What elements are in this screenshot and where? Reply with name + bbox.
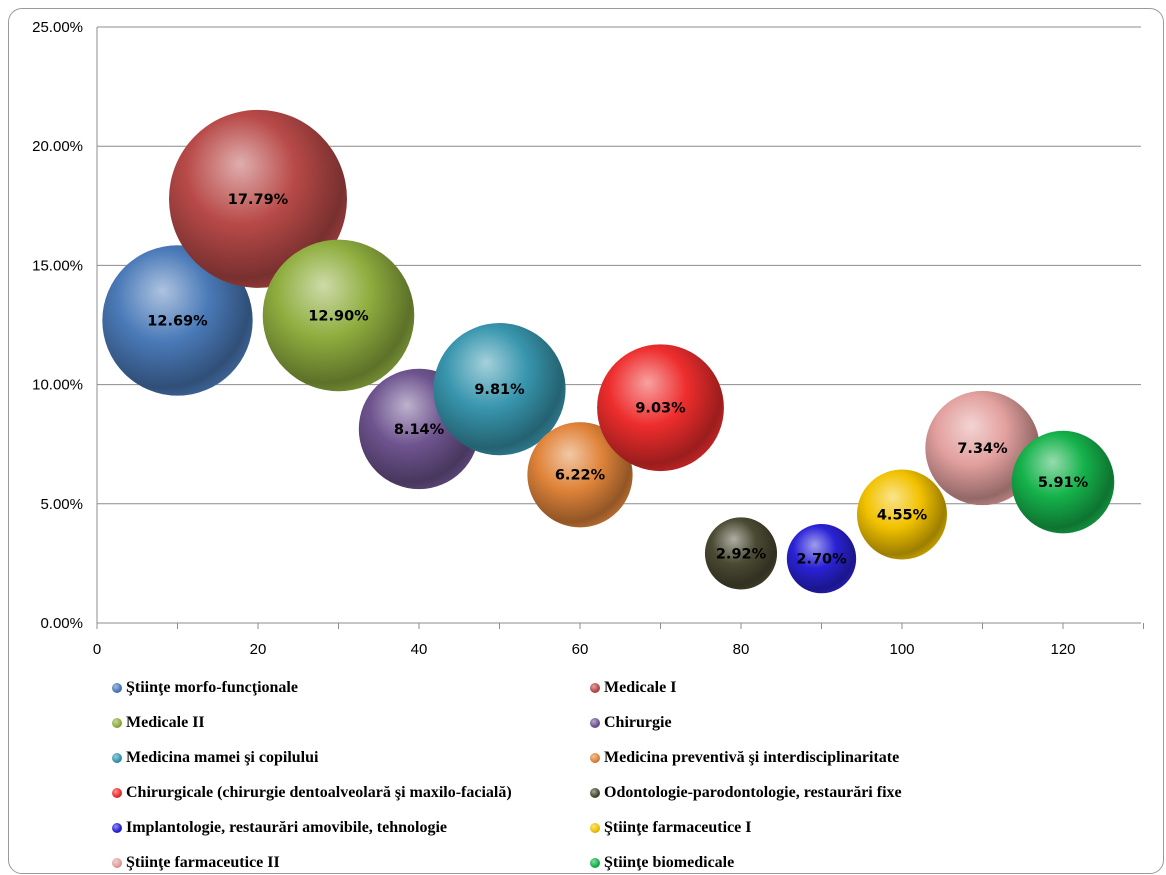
data-label: 8.14% — [394, 422, 445, 438]
data-label: 12.69% — [147, 313, 208, 329]
x-tick-label: 20 — [250, 641, 267, 658]
y-tick-label: 10.00% — [32, 377, 83, 394]
legend-item-stiinte-morfo-functionale: Ştiinţe morfo-funcţionale — [112, 679, 298, 697]
data-label: 5.91% — [1038, 475, 1089, 491]
y-tick-label: 0.00% — [40, 615, 83, 632]
bubbles — [102, 109, 1115, 594]
data-label: 7.34% — [957, 441, 1008, 457]
bubble-stiinte-biomedicale — [1011, 430, 1115, 534]
legend-marker — [112, 858, 122, 868]
legend-label: Ştiinţe farmaceutice II — [126, 854, 280, 871]
x-tick-label: 40 — [411, 641, 428, 658]
legend-label: Ştiinţe farmaceutice I — [604, 819, 752, 836]
data-label: 9.81% — [474, 382, 525, 398]
x-tick-label: 60 — [572, 641, 589, 658]
data-label: 6.22% — [555, 468, 606, 484]
legend-marker — [590, 858, 600, 868]
bubble-odontologie-parodontologie-restaurari-fixe — [704, 517, 778, 590]
x-tick-label: 120 — [1050, 641, 1075, 658]
legend-item-medicale-ii: Medicale II — [112, 714, 205, 732]
bubble-medicina-preventiva-si-interdisciplinaritate — [527, 422, 633, 528]
legend-label: Implantologie, restaurări amovibile, teh… — [126, 819, 448, 836]
data-label: 12.90% — [308, 308, 369, 324]
legend-label: Ştiinţe morfo-funcţionale — [126, 679, 298, 696]
legend-marker — [112, 753, 122, 763]
bubble-labels: 12.69% 17.79% 12.90% 8.14% 9.81% 6.22% 9.03% 2.… — [147, 192, 1088, 568]
legend-item-odontologie-parodontologie-restaurari-fixe: Odontologie-parodontologie, restaurări f… — [590, 784, 902, 802]
axes: 0.00% 5.00% 10.00% 15.00% 20.00% 25.00% 0 20 40 6… — [32, 19, 1144, 658]
legend-marker — [112, 823, 122, 833]
legend-item-medicina-preventiva-si-interdisciplinaritate: Medicina preventivă şi interdisciplinari… — [590, 749, 899, 767]
legend-label: Odontologie-parodontologie, restaurări f… — [604, 784, 902, 801]
x-tick-label: 0 — [93, 641, 101, 658]
legend-item-implantologie-restaurari-amovibile-tehnologie: Implantologie, restaurări amovibile, teh… — [112, 819, 447, 837]
legend-label: Medicale I — [604, 679, 677, 696]
y-tick-label: 15.00% — [32, 257, 83, 274]
bubble-chirurgicale-chirurgie-dentoalveolara-si-maxilo-faciala — [597, 344, 724, 472]
bubble-medicale-i — [169, 109, 347, 288]
y-tick-label: 25.00% — [32, 19, 83, 36]
legend-label: Medicina preventivă şi interdisciplinari… — [604, 749, 900, 766]
legend-marker — [112, 683, 122, 693]
legend-label: Medicina mamei şi copilului — [126, 749, 319, 766]
legend-label: Chirurgicale (chirurgie dentoalveolară ş… — [126, 784, 512, 801]
bubble-medicale-ii — [262, 239, 415, 392]
bubble-stiinte-farmaceutice-i — [856, 469, 948, 560]
x-tick-label: 80 — [733, 641, 750, 658]
legend-marker — [112, 788, 122, 798]
data-label: 4.55% — [877, 508, 928, 524]
bubble-implantologie-restaurari-amovibile-tehnologie — [786, 523, 857, 594]
legend-item-medicina-mamei-si-copilului: Medicina mamei şi copilului — [112, 749, 318, 767]
legend-item-medicale-i: Medicale I — [590, 679, 676, 697]
legend-marker — [590, 683, 600, 693]
legend-label: Chirurgie — [604, 714, 672, 731]
bubble-medicina-mamei-si-copilului — [433, 323, 566, 456]
legend-label: Ştiinţe biomedicale — [604, 854, 735, 871]
data-label: 2.70% — [796, 552, 847, 568]
legend-marker — [590, 823, 600, 833]
data-label: 2.92% — [716, 546, 767, 562]
legend-marker — [112, 718, 122, 728]
legend-item-stiinte-biomedicale: Ştiinţe biomedicale — [590, 854, 734, 872]
legend-marker — [590, 753, 600, 763]
legend-item-chirurgie: Chirurgie — [590, 714, 672, 732]
y-tick-label: 5.00% — [40, 496, 83, 513]
legend-item-stiinte-farmaceutice-i: Ştiinţe farmaceutice I — [590, 819, 752, 837]
y-tick-label: 20.00% — [32, 138, 83, 155]
bubble-stiinte-morfo-functionale — [102, 245, 253, 396]
legend-marker — [590, 718, 600, 728]
x-tick-label: 100 — [889, 641, 914, 658]
legend-item-stiinte-farmaceutice-ii: Ştiinţe farmaceutice II — [112, 854, 280, 872]
legend-marker — [590, 788, 600, 798]
data-label: 17.79% — [228, 192, 289, 208]
legend-label: Medicale II — [126, 714, 205, 731]
data-label: 9.03% — [635, 401, 686, 417]
legend-item-chirurgicale-chirurgie-dentoalveolara-si-maxilo-faciala: Chirurgicale (chirurgie dentoalveolară ş… — [112, 784, 512, 802]
bubble-stiinte-farmaceutice-ii — [925, 390, 1040, 506]
